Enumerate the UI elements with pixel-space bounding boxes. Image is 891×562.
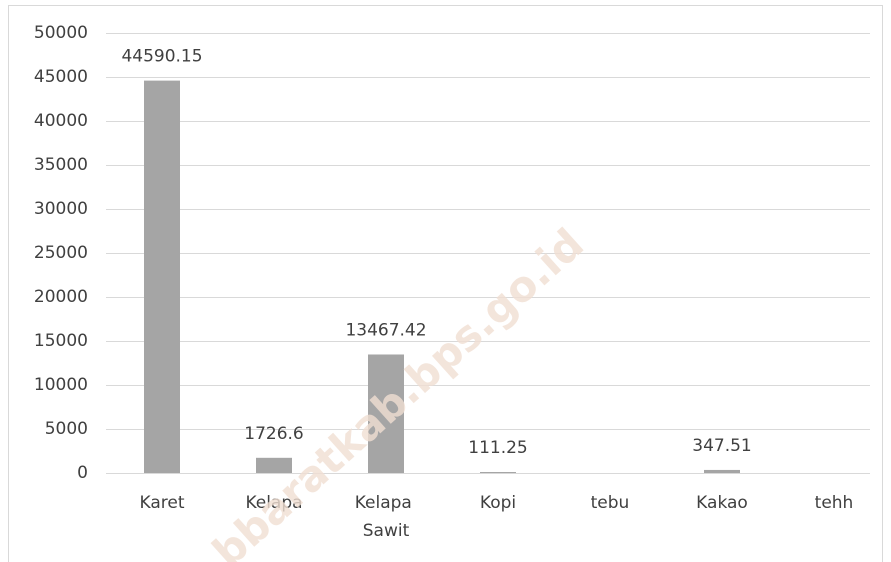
y-tick-label: 50000 — [34, 23, 88, 43]
y-tick-label: 0 — [77, 463, 88, 483]
bar — [144, 80, 180, 473]
bar — [480, 472, 516, 474]
y-tick-label: 30000 — [34, 199, 88, 219]
x-tick-label: Kelapa Sawit — [355, 493, 418, 541]
data-label: 13467.42 — [345, 320, 426, 340]
y-tick-label: 45000 — [34, 67, 88, 87]
bar — [704, 469, 740, 473]
y-tick-label: 25000 — [34, 243, 88, 263]
bar — [256, 457, 292, 473]
bar — [368, 354, 404, 473]
y-tick-label: 20000 — [34, 287, 88, 307]
x-tick-label: Kelapa — [245, 493, 302, 513]
y-tick-label: 15000 — [34, 331, 88, 351]
data-label: 44590.15 — [121, 47, 202, 67]
data-label: 111.25 — [468, 438, 527, 458]
x-tick-label: tehh — [815, 493, 854, 513]
x-tick-label: Kakao — [696, 493, 748, 513]
x-tick-label: tebu — [591, 493, 630, 513]
y-tick-label: 35000 — [34, 155, 88, 175]
data-label: 347.51 — [692, 436, 751, 456]
y-tick-label: 5000 — [45, 419, 88, 439]
chart-border — [8, 5, 883, 562]
y-tick-label: 10000 — [34, 375, 88, 395]
y-tick-label: 40000 — [34, 111, 88, 131]
data-label: 1726.6 — [244, 424, 303, 444]
x-tick-label: Karet — [139, 493, 184, 513]
x-tick-label: Kopi — [480, 493, 516, 513]
